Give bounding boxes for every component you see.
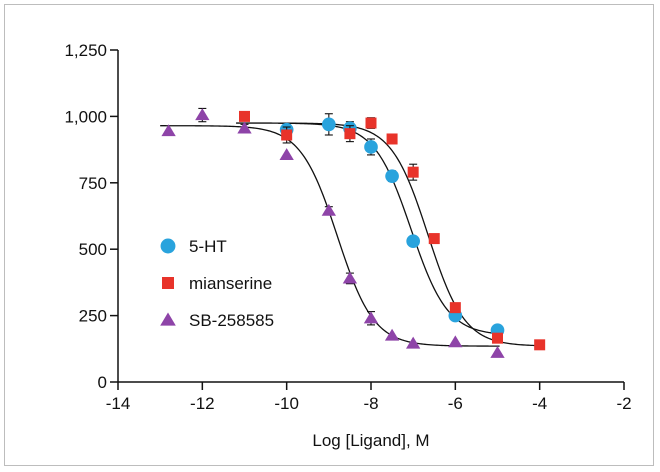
fit-curve-5-ht <box>278 122 500 335</box>
point-mianserine <box>239 110 250 122</box>
point-mianserine <box>344 128 356 140</box>
point-sb-258585 <box>406 336 421 349</box>
point-sb-258585 <box>279 148 294 161</box>
legend-label: 5-HT <box>189 237 227 256</box>
legend: 5-HT mianserine SB-258585 <box>160 237 274 330</box>
legend-marker-mianserine <box>162 277 174 289</box>
data-points <box>161 107 546 358</box>
x-tick-label: -14 <box>106 394 131 413</box>
point-sb-258585 <box>161 124 176 137</box>
point-mianserine <box>428 233 440 245</box>
point-sb-258585 <box>363 311 379 324</box>
x-tick-label: -4 <box>532 394 547 413</box>
y-tick-label: 500 <box>79 240 107 259</box>
point-sb-258585 <box>195 108 210 121</box>
x-tick-label: -8 <box>363 394 378 413</box>
point-mianserine <box>365 117 377 129</box>
point-sb-258585 <box>448 335 463 348</box>
x-tick-label: -2 <box>616 394 631 413</box>
point-sb-258585 <box>384 328 400 341</box>
point-5-ht <box>364 140 378 154</box>
y-tick-label: 0 <box>98 373 107 392</box>
x-tick-label: -10 <box>274 394 299 413</box>
point-mianserine <box>407 166 419 178</box>
point-sb-258585 <box>342 271 358 284</box>
point-sb-258585 <box>237 121 252 134</box>
legend-marker-sb-258585 <box>160 312 176 326</box>
point-mianserine <box>281 129 293 141</box>
point-sb-258585 <box>490 345 505 358</box>
point-mianserine <box>386 133 398 145</box>
point-5-ht <box>406 234 420 249</box>
chart-frame <box>4 4 654 466</box>
x-axis-title: Log [Ligand], M <box>312 431 429 450</box>
legend-marker-5-ht <box>160 238 176 254</box>
point-sb-258585 <box>321 203 336 216</box>
point-mianserine <box>449 302 461 314</box>
y-tick-label: 250 <box>79 307 107 326</box>
point-mianserine <box>534 339 546 351</box>
legend-label: mianserine <box>189 274 272 293</box>
x-tick-label: -6 <box>448 394 463 413</box>
x-tick-label: -12 <box>190 394 215 413</box>
y-tick-label: 1,250 <box>64 41 107 60</box>
y-tick-label: 750 <box>79 174 107 193</box>
point-5-ht <box>385 169 399 183</box>
legend-label: SB-258585 <box>189 311 274 330</box>
axes: -14 -12 -10 -8 -6 -4 -2 0 250 500 750 1,000 1,250 <box>64 41 631 413</box>
point-mianserine <box>492 332 503 344</box>
y-tick-label: 1,000 <box>64 107 107 126</box>
point-5-ht <box>322 117 336 132</box>
